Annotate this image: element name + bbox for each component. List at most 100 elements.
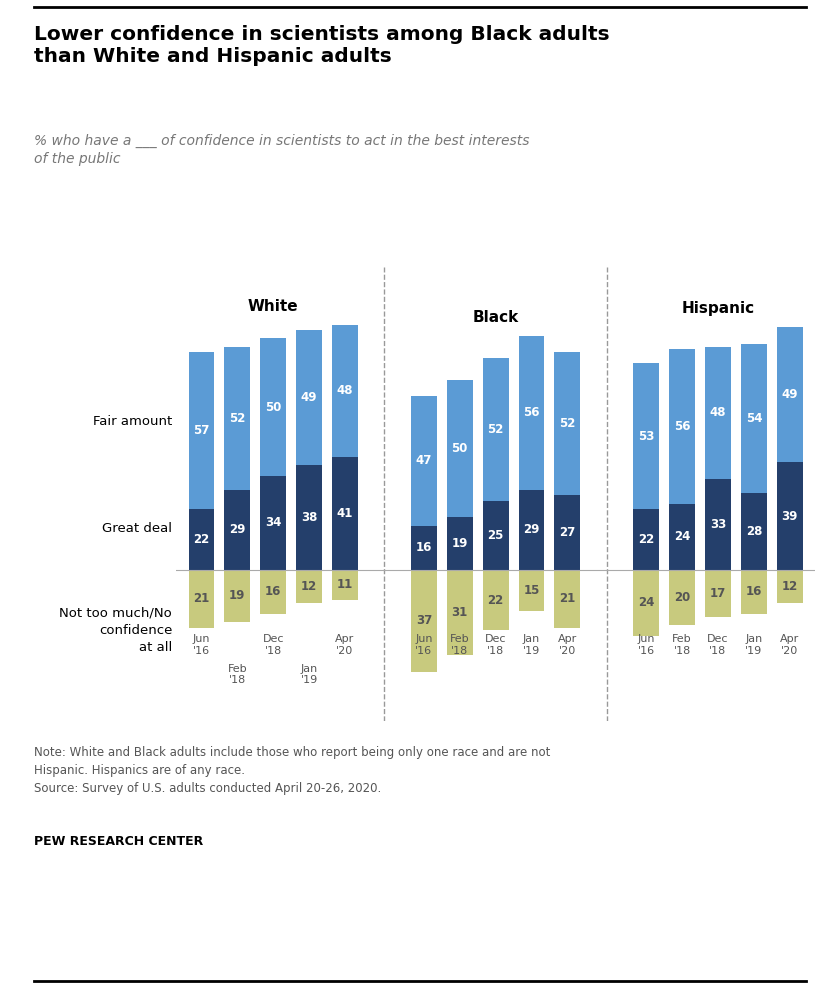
Text: Jun
'16: Jun '16: [192, 634, 210, 656]
Text: Jun
'16: Jun '16: [415, 634, 433, 656]
Text: 28: 28: [746, 525, 762, 537]
Bar: [705, 479, 731, 570]
Bar: [705, 570, 731, 617]
Bar: [411, 396, 437, 526]
Text: Fair amount: Fair amount: [93, 415, 172, 428]
Text: 22: 22: [638, 533, 654, 546]
Bar: [669, 350, 695, 504]
Text: 49: 49: [301, 391, 318, 404]
Text: Feb
'18: Feb '18: [450, 634, 470, 656]
Bar: [332, 570, 358, 600]
Text: 19: 19: [229, 590, 245, 603]
Bar: [554, 495, 580, 570]
Text: 47: 47: [416, 454, 432, 467]
Bar: [633, 364, 659, 509]
Bar: [669, 504, 695, 570]
Text: 49: 49: [781, 388, 798, 401]
Text: Dec
'18: Dec '18: [707, 634, 729, 656]
Text: 27: 27: [559, 526, 575, 539]
Text: White: White: [248, 298, 298, 313]
Text: 53: 53: [638, 430, 654, 443]
Text: Jan
'19: Jan '19: [745, 634, 763, 656]
Bar: [447, 518, 473, 570]
Text: Dec
'18: Dec '18: [262, 634, 284, 656]
Bar: [224, 570, 250, 622]
Text: Jan
'19: Jan '19: [301, 664, 318, 686]
Bar: [297, 330, 322, 465]
Bar: [224, 347, 250, 490]
Bar: [518, 570, 544, 611]
Text: 21: 21: [559, 592, 575, 606]
Bar: [741, 570, 767, 614]
Bar: [297, 570, 322, 603]
Text: 56: 56: [523, 406, 540, 419]
Text: 37: 37: [416, 615, 432, 627]
Bar: [483, 501, 508, 570]
Bar: [411, 570, 437, 672]
Bar: [633, 570, 659, 636]
Text: 52: 52: [559, 417, 575, 430]
Bar: [260, 338, 286, 476]
Bar: [332, 325, 358, 456]
Text: 16: 16: [416, 541, 432, 554]
Text: % who have a ___ of confidence in scientists to act in the best interests
of the: % who have a ___ of confidence in scient…: [34, 133, 529, 166]
Text: 48: 48: [710, 406, 727, 419]
Text: 16: 16: [746, 585, 762, 599]
Text: Apr
'20: Apr '20: [780, 634, 800, 656]
Text: 31: 31: [452, 606, 468, 618]
Bar: [741, 493, 767, 570]
Bar: [518, 336, 544, 490]
Text: Dec
'18: Dec '18: [485, 634, 507, 656]
Text: Hispanic: Hispanic: [681, 301, 754, 316]
Text: Apr
'20: Apr '20: [335, 634, 354, 656]
Text: Feb
'18: Feb '18: [672, 634, 692, 656]
Bar: [447, 570, 473, 655]
Text: 24: 24: [674, 531, 690, 543]
Text: 39: 39: [781, 510, 798, 523]
Text: Apr
'20: Apr '20: [558, 634, 577, 656]
Bar: [332, 456, 358, 570]
Text: Jun
'16: Jun '16: [638, 634, 655, 656]
Text: 54: 54: [746, 412, 762, 425]
Text: 52: 52: [229, 412, 245, 425]
Bar: [189, 352, 214, 509]
Text: 34: 34: [265, 517, 281, 530]
Bar: [669, 570, 695, 624]
Text: 56: 56: [674, 420, 690, 433]
Text: 48: 48: [337, 384, 353, 397]
Bar: [447, 379, 473, 518]
Text: 12: 12: [301, 580, 318, 593]
Bar: [189, 509, 214, 570]
Text: 41: 41: [337, 507, 353, 520]
Bar: [741, 344, 767, 493]
Text: 22: 22: [193, 533, 210, 546]
Text: 19: 19: [452, 537, 468, 550]
Bar: [297, 465, 322, 570]
Text: 11: 11: [337, 578, 353, 592]
Text: 21: 21: [193, 592, 210, 606]
Bar: [633, 509, 659, 570]
Bar: [777, 462, 802, 570]
Text: 24: 24: [638, 597, 654, 610]
Bar: [224, 490, 250, 570]
Bar: [554, 570, 580, 627]
Bar: [777, 570, 802, 603]
Bar: [483, 570, 508, 630]
Text: Not too much/No
confidence
at all: Not too much/No confidence at all: [60, 607, 172, 654]
Bar: [705, 347, 731, 479]
Text: 29: 29: [523, 524, 539, 536]
Text: 50: 50: [452, 442, 468, 455]
Text: 50: 50: [265, 401, 281, 414]
Bar: [483, 358, 508, 501]
Text: Black: Black: [472, 309, 519, 325]
Bar: [411, 526, 437, 570]
Text: 16: 16: [265, 585, 281, 599]
Bar: [189, 570, 214, 627]
Bar: [518, 490, 544, 570]
Bar: [260, 476, 286, 570]
Text: 52: 52: [487, 423, 504, 436]
Text: Feb
'18: Feb '18: [228, 664, 247, 686]
Text: 29: 29: [229, 524, 245, 536]
Text: 17: 17: [710, 587, 726, 600]
Bar: [777, 327, 802, 462]
